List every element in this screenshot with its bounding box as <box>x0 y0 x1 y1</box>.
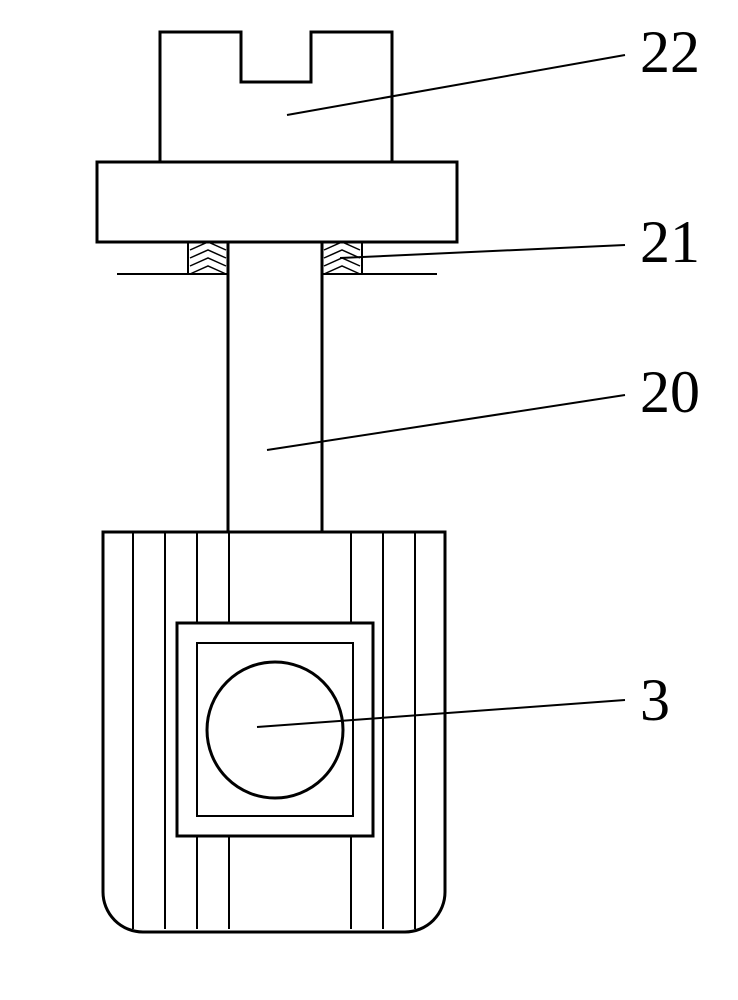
top-block-22 <box>160 32 392 162</box>
technical-diagram: 22 21 20 3 <box>0 0 738 1000</box>
shaft-20 <box>228 242 322 532</box>
callout-label-20: 20 <box>640 359 700 425</box>
mounting-slab <box>97 162 457 242</box>
callout-label-22: 22 <box>640 19 700 85</box>
callout-label-21: 21 <box>640 209 700 275</box>
callout-label-3: 3 <box>640 667 670 733</box>
bearing-21-left-chevron <box>190 266 226 274</box>
bearing-21-right-chevron <box>324 258 360 266</box>
bearing-21-left-chevron <box>190 250 226 258</box>
bearing-21-left-chevron <box>190 258 226 266</box>
callout-line-21 <box>340 245 625 258</box>
bearing-21-right-chevron <box>324 266 360 274</box>
